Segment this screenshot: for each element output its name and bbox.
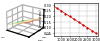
Y-axis label: f (mm/rev): f (mm/rev)	[39, 9, 43, 30]
